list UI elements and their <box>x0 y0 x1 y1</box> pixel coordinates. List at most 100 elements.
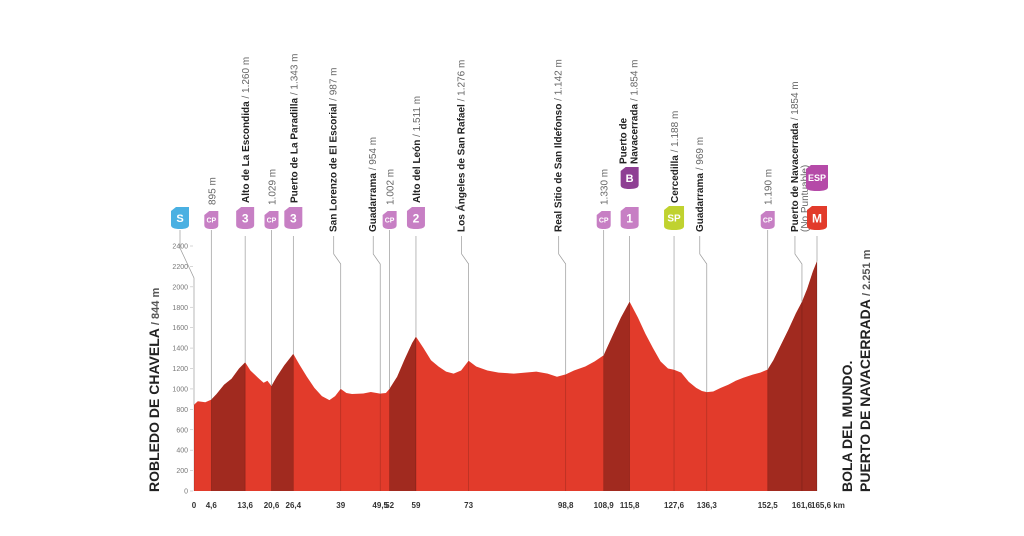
waypoint-altitude: / 1.188 m <box>670 111 681 155</box>
waypoint-name: Puerto de La Paradilla <box>289 98 300 203</box>
waypoint-name: Real Sitio de San Ildefonso <box>554 104 565 232</box>
badge-shape <box>620 167 639 189</box>
checkpoint-badge: CP <box>760 211 775 229</box>
x-tick-label: 165,6 km <box>811 501 845 510</box>
climb-section <box>767 261 817 491</box>
waypoint-name: Alto de La Escondida <box>241 101 252 203</box>
x-tick-label: 52 <box>385 501 394 510</box>
x-tick-label: 73 <box>464 501 473 510</box>
badge-label: 2 <box>413 211 420 225</box>
waypoint-markers: S CP 895 m 3 Alto de La Escondida / 1.260 m C… <box>171 53 828 232</box>
waypoint-label: Puerto de La Paradilla / 1.343 m <box>289 53 300 203</box>
finish-label-line1: BOLA DEL MUNDO. <box>839 361 855 492</box>
climb-section <box>389 336 416 491</box>
waypoint-connector <box>558 236 567 375</box>
badge-shape <box>807 206 827 230</box>
badge-shape <box>406 207 425 229</box>
x-tick-label: 4,6 <box>206 501 218 510</box>
waypoint-altitude: / 1.276 m <box>457 60 468 104</box>
y-tick-label: 1400 <box>172 346 188 353</box>
y-tick-label: 200 <box>176 468 188 475</box>
badge-label: S <box>176 213 183 225</box>
checkpoint-badge: CP <box>382 211 397 229</box>
x-tick-label: 59 <box>412 501 421 510</box>
badge-label: CP <box>385 218 395 225</box>
y-tick-label: 2000 <box>172 284 188 291</box>
badge-label: B <box>626 173 634 185</box>
waypoint-label: Alto del León / 1.511 m <box>412 96 423 203</box>
waypoint-label: Puerto de <box>619 117 630 164</box>
y-tick-label: 400 <box>176 448 188 455</box>
badge-label: 1 <box>626 211 633 225</box>
waypoint-altitude: 1.330 m <box>600 169 611 205</box>
waypoint-altitude: / 1.142 m <box>554 59 565 103</box>
badge-label: CP <box>267 218 277 225</box>
badge-label: CP <box>763 218 773 225</box>
badge-shape <box>284 207 303 229</box>
badge-shape <box>382 211 397 229</box>
waypoint-label: San Lorenzo de El Escorial / 987 m <box>329 67 340 232</box>
waypoint-altitude: / 1.343 m <box>289 53 300 97</box>
waypoint-connector <box>372 236 381 394</box>
waypoint-altitude: 895 m <box>207 177 218 205</box>
waypoint-label: Real Sitio de San Ildefonso / 1.142 m <box>554 59 565 232</box>
waypoint-name: Guadarrama <box>368 173 379 232</box>
y-tick-label: 2200 <box>172 264 188 271</box>
badge-label: CP <box>599 218 609 225</box>
badge-shape <box>596 211 611 229</box>
badge-shape <box>171 207 189 229</box>
checkpoint-badge: CP <box>204 211 219 229</box>
x-tick-label: 20,6 <box>264 501 280 510</box>
mountain-category-badge: 3 <box>236 207 255 229</box>
waypoint-altitude: / 1854 m <box>790 81 801 123</box>
y-tick-label: 1200 <box>172 366 188 373</box>
elevation-profile-area <box>194 261 817 491</box>
start-label: ROBLEDO DE CHAVELA / 844 m <box>146 288 162 492</box>
y-tick-label: 1600 <box>172 325 188 332</box>
waypoint-label: Guadarrama / 969 m <box>695 137 706 232</box>
mountain-category-badge: 2 <box>406 207 425 229</box>
x-tick-label: 115,8 <box>620 501 640 510</box>
badge-shape <box>760 211 775 229</box>
waypoint-altitude: / 969 m <box>695 137 706 173</box>
badge-label: SP <box>667 214 681 225</box>
waypoint-name: Puerto de <box>619 117 630 164</box>
x-tick-label: 136,3 <box>697 501 718 510</box>
badge-label: CP <box>206 218 216 225</box>
waypoint-connector <box>699 236 708 393</box>
x-tick-label: 39 <box>336 501 345 510</box>
waypoint-altitude: 1.190 m <box>764 169 775 205</box>
finish-badge: M <box>807 206 827 230</box>
waypoint-label: Puerto de Navacerrada / 1854 m <box>790 81 801 232</box>
start-town-name: ROBLEDO DE CHAVELA <box>146 328 162 492</box>
mountain-category-badge: 3 <box>284 207 303 229</box>
waypoint-connector <box>461 236 469 361</box>
waypoint-altitude: / 987 m <box>329 67 340 103</box>
start-badge: S <box>171 207 189 229</box>
x-tick-label: 26,4 <box>286 501 302 510</box>
waypoint-altitude: / 1.260 m <box>241 57 252 101</box>
y-tick-label: 1000 <box>172 386 188 393</box>
y-axis: 0 200 400 600 800 1000 1200 1400 1600 1800 2000 220… <box>172 244 193 496</box>
finish-altitude: / 2.251 m <box>861 249 873 299</box>
waypoint-connector <box>333 236 342 389</box>
x-tick-label: 127,6 <box>664 501 685 510</box>
checkpoint-badge: CP <box>596 211 611 229</box>
finish-label-line2: PUERTO DE NAVACERRADA / 2.251 m <box>857 249 873 492</box>
x-tick-label: 108,9 <box>594 501 615 510</box>
x-tick-label: 98,8 <box>558 501 574 510</box>
waypoint-name: Los Ángeles de San Rafael <box>455 104 468 232</box>
y-tick-label: 1800 <box>172 305 188 312</box>
badge-shape <box>236 207 255 229</box>
waypoint-name: Alto del León <box>412 140 423 203</box>
start-altitude: / 844 m <box>150 288 162 329</box>
x-tick-label: 152,5 <box>758 501 779 510</box>
waypoint-name: Cercedilla <box>670 155 681 203</box>
waypoint-name: Navacerrada <box>630 104 641 164</box>
waypoint-altitude: / 954 m <box>368 137 379 173</box>
waypoint-connectors <box>179 230 818 491</box>
waypoint-label-line2: Navacerrada / 1.854 m <box>630 59 641 164</box>
waypoint-label: Cercedilla / 1.188 m <box>670 111 681 203</box>
special-category-badge: ESP <box>806 165 828 191</box>
